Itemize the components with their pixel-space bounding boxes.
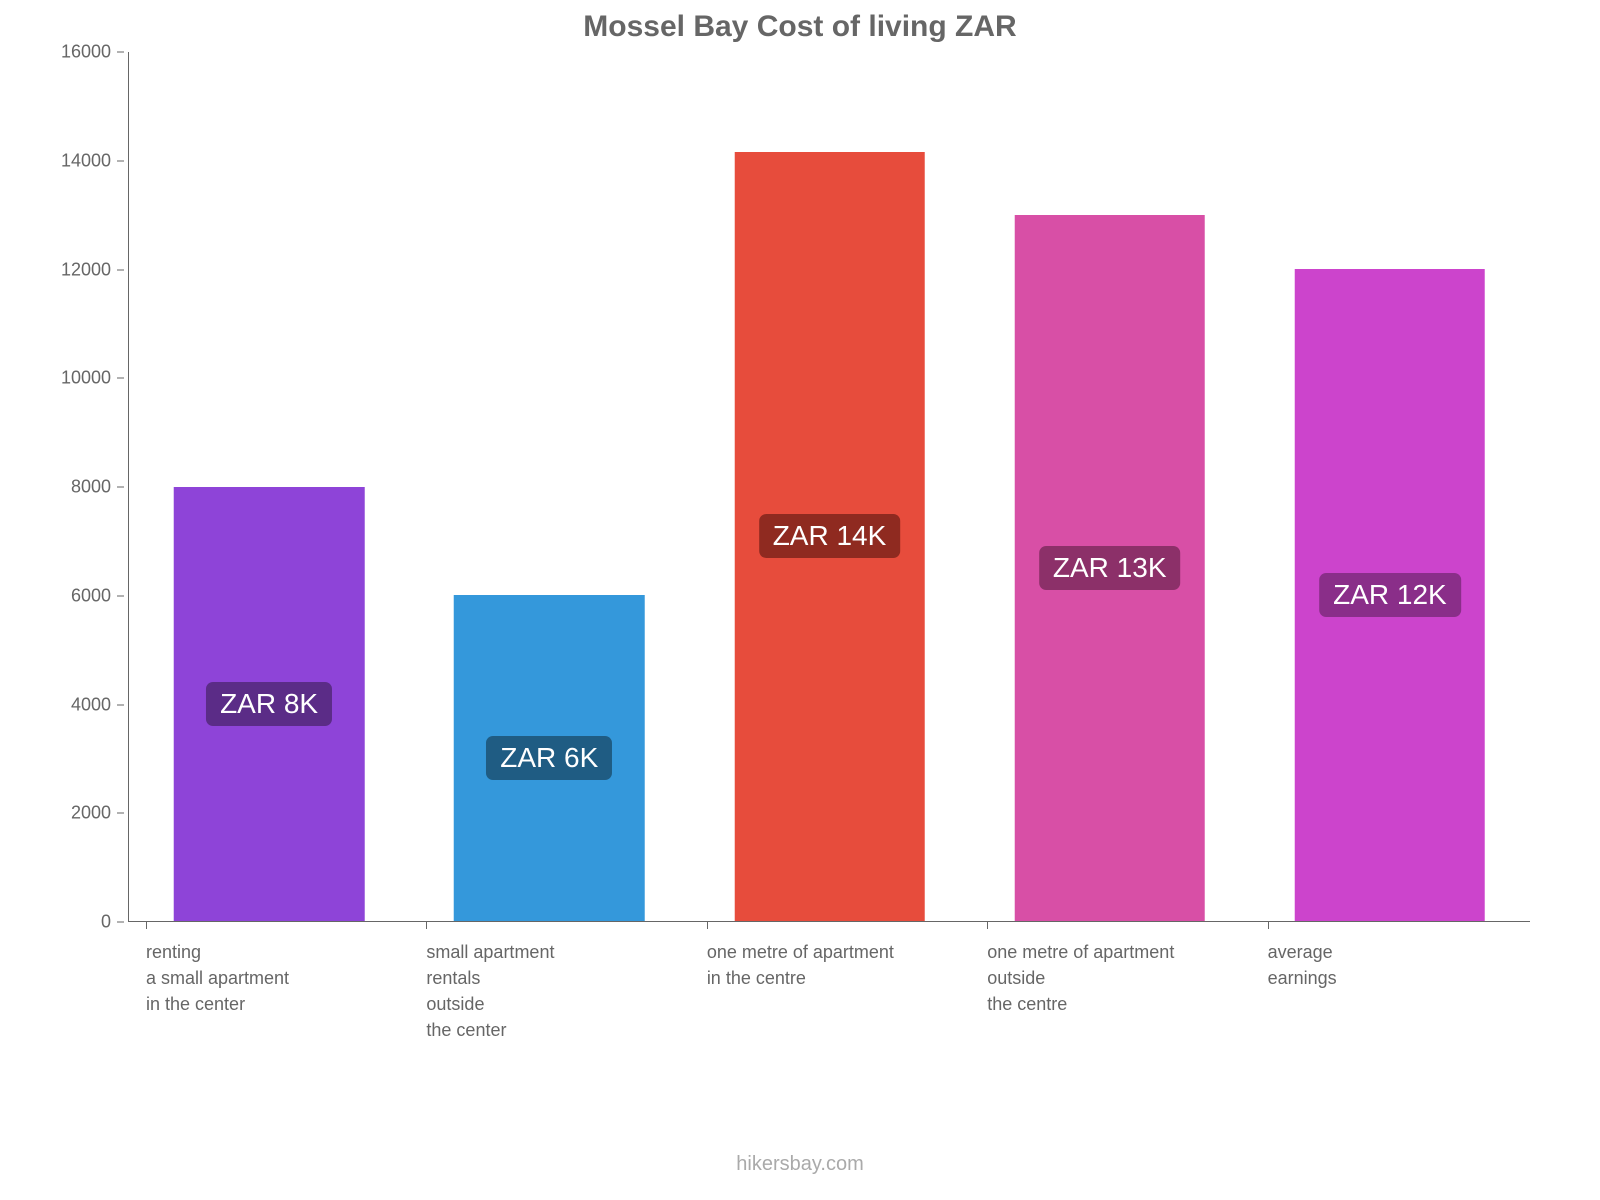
bar-column: ZAR 12K (1250, 52, 1530, 921)
y-tick: 14000 (61, 150, 124, 171)
value-badge: ZAR 8K (206, 682, 332, 726)
x-tick (1250, 922, 1530, 929)
y-tick-label: 6000 (71, 585, 111, 606)
x-label: small apartment rentals outside the cent… (426, 939, 674, 1043)
x-label: average earnings (1268, 939, 1516, 991)
chart-container: Mossel Bay Cost of living ZAR 0200040006… (50, 10, 1550, 1050)
y-tick: 4000 (71, 694, 124, 715)
value-badge: ZAR 13K (1039, 546, 1181, 590)
y-tick: 10000 (61, 368, 124, 389)
x-label-col: one metre of apartment outside the centr… (969, 939, 1249, 1043)
bar-column: ZAR 13K (970, 52, 1250, 921)
x-tick (128, 922, 408, 929)
y-tick: 16000 (61, 42, 124, 63)
y-tick-label: 14000 (61, 150, 111, 171)
x-label-col: average earnings (1250, 939, 1530, 1043)
y-tick-label: 0 (101, 912, 111, 933)
y-axis: 0200040006000800010000120001400016000 (50, 52, 124, 922)
y-tick: 0 (101, 912, 124, 933)
y-tick-mark (117, 160, 124, 161)
bar-column: ZAR 8K (129, 52, 409, 921)
value-badge: ZAR 14K (759, 514, 901, 558)
y-tick-mark (117, 704, 124, 705)
x-label: one metre of apartment in the centre (707, 939, 955, 991)
y-tick: 12000 (61, 259, 124, 280)
y-tick-mark (117, 595, 124, 596)
bar-column: ZAR 6K (409, 52, 689, 921)
y-tick-mark (117, 52, 124, 53)
bars-group: ZAR 8K ZAR 6K ZAR 14K ZAR 13K ZAR 12K (129, 52, 1530, 921)
x-label: renting a small apartment in the center (146, 939, 394, 1017)
y-tick-label: 2000 (71, 803, 111, 824)
y-tick-mark (117, 813, 124, 814)
x-ticks (128, 922, 1530, 929)
y-tick-label: 8000 (71, 477, 111, 498)
y-tick: 8000 (71, 477, 124, 498)
y-tick-mark (117, 378, 124, 379)
x-label-col: renting a small apartment in the center (128, 939, 408, 1043)
value-badge: ZAR 6K (486, 736, 612, 780)
y-tick-mark (117, 487, 124, 488)
plot-area: 0200040006000800010000120001400016000 ZA… (128, 52, 1530, 922)
y-tick-label: 4000 (71, 694, 111, 715)
credit-text: hikersbay.com (736, 1153, 863, 1176)
y-tick-label: 10000 (61, 368, 111, 389)
value-badge: ZAR 12K (1319, 573, 1461, 617)
y-tick-label: 12000 (61, 259, 111, 280)
x-label: one metre of apartment outside the centr… (987, 939, 1235, 1017)
chart-title: Mossel Bay Cost of living ZAR (50, 10, 1550, 44)
x-axis-labels: renting a small apartment in the center s… (128, 939, 1530, 1043)
y-tick: 2000 (71, 803, 124, 824)
bar-column: ZAR 14K (689, 52, 969, 921)
x-label-col: small apartment rentals outside the cent… (408, 939, 688, 1043)
x-tick (408, 922, 688, 929)
x-tick (969, 922, 1249, 929)
y-tick: 6000 (71, 585, 124, 606)
y-tick-label: 16000 (61, 42, 111, 63)
plot: ZAR 8K ZAR 6K ZAR 14K ZAR 13K ZAR 12K (128, 52, 1530, 922)
y-tick-mark (117, 269, 124, 270)
y-tick-mark (117, 922, 124, 923)
x-tick (689, 922, 969, 929)
x-label-col: one metre of apartment in the centre (689, 939, 969, 1043)
